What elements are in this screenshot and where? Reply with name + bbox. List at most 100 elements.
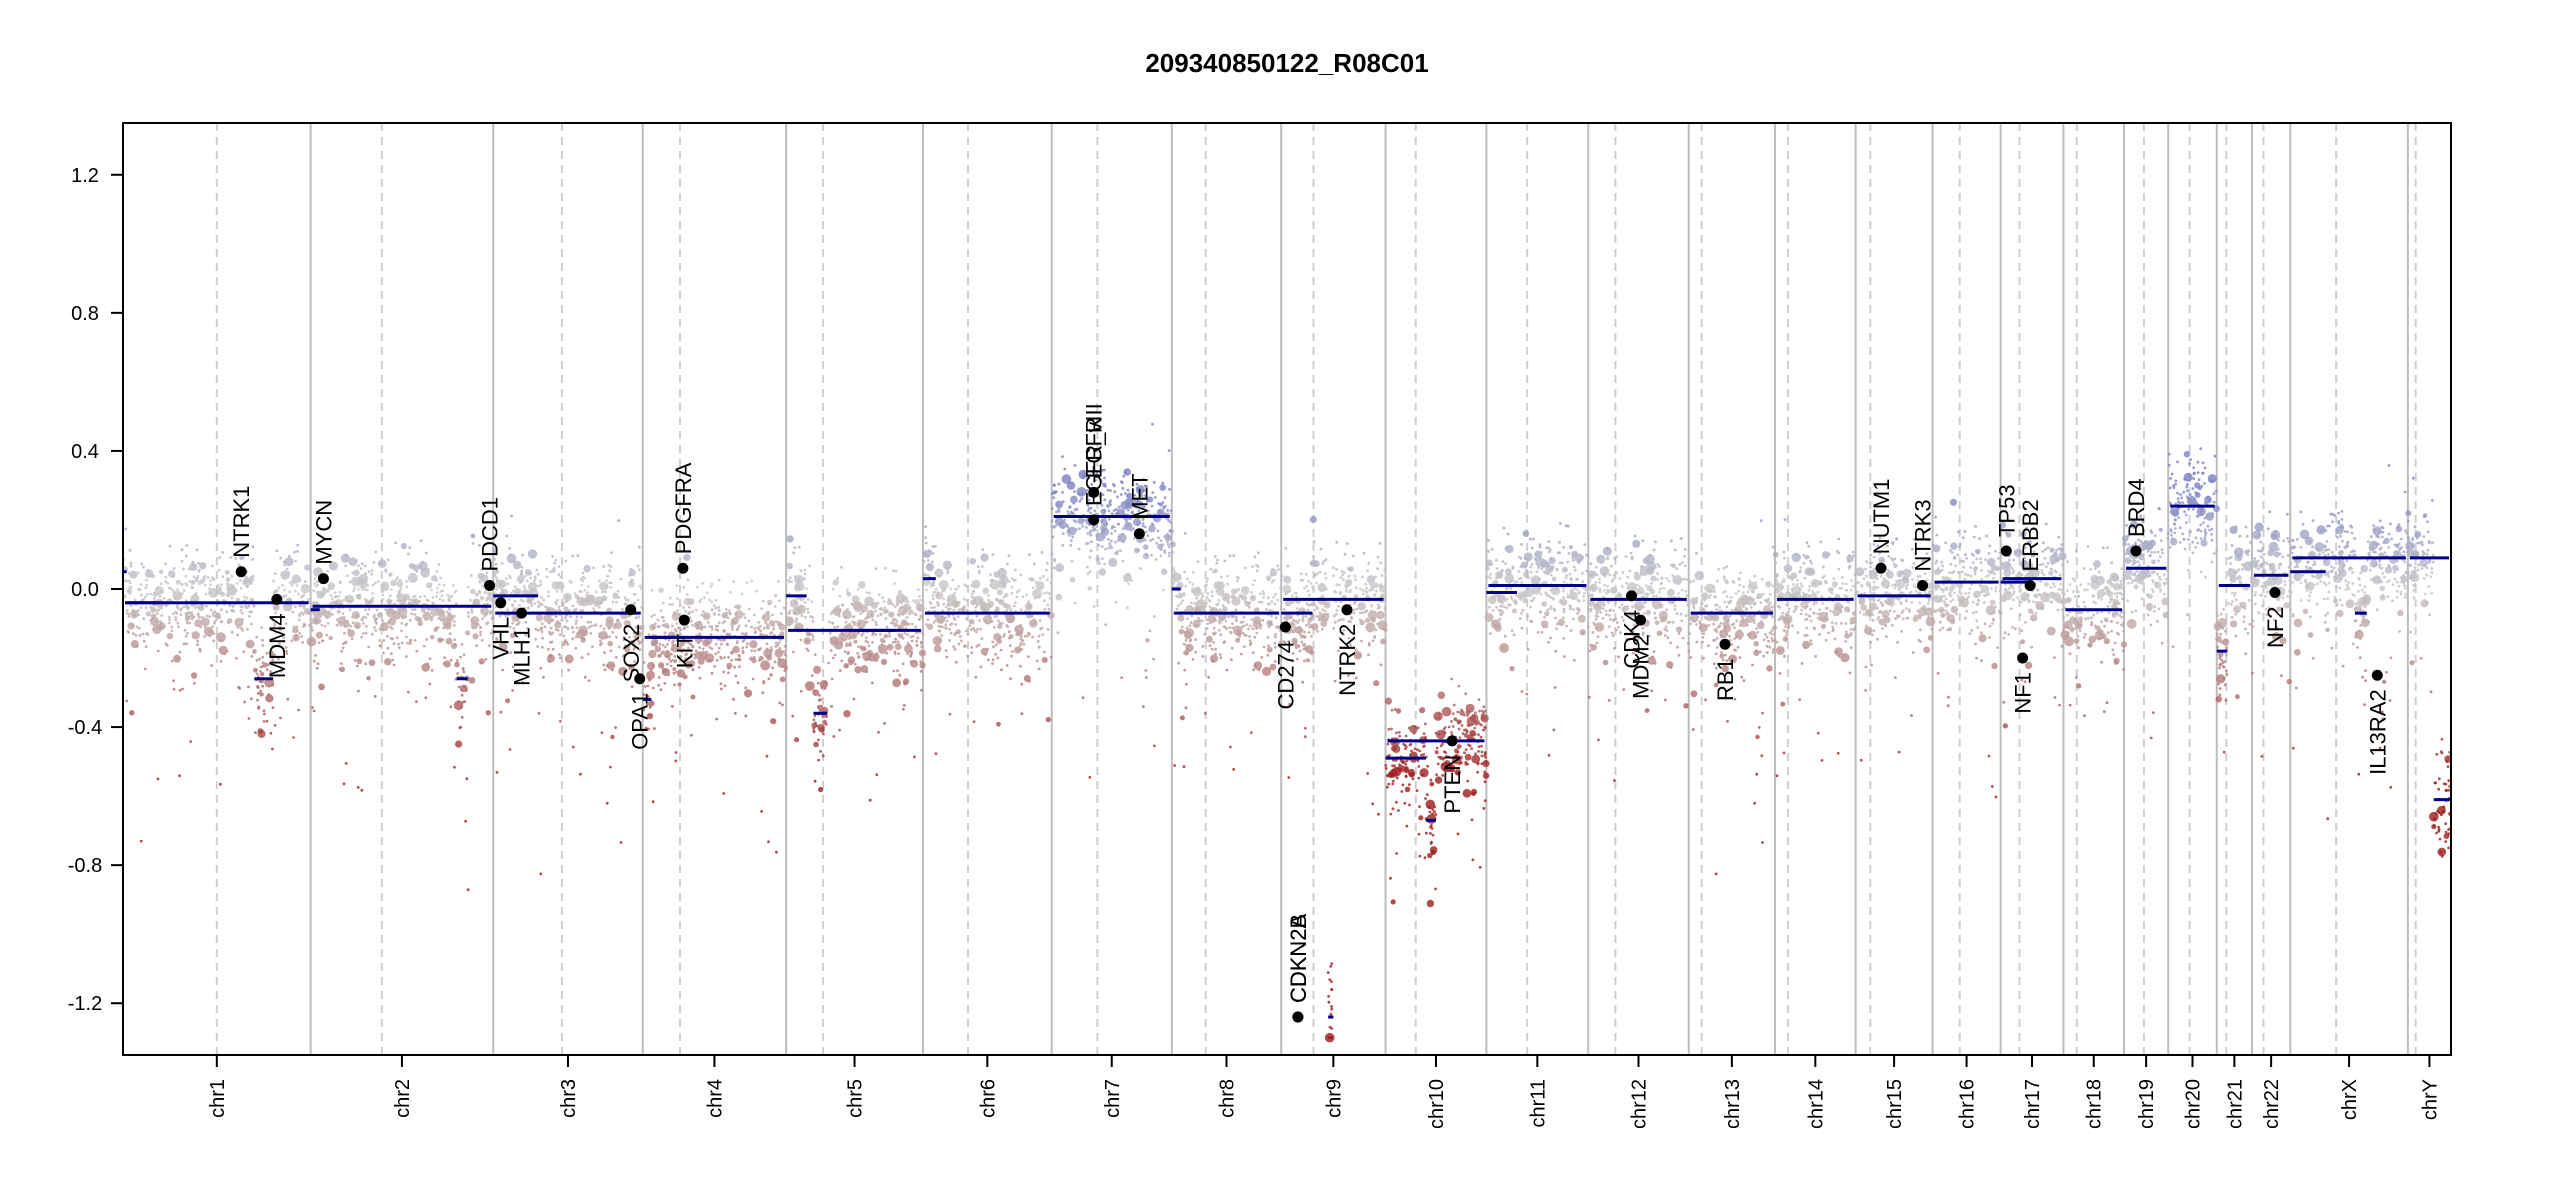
probe-point [1319,588,1323,592]
probe-point [327,582,336,591]
probe-point [722,630,726,633]
probe-point [208,615,212,619]
probe-point [379,644,382,648]
probe-point [1573,568,1577,572]
probe-point [1210,594,1214,598]
probe-point [1427,805,1431,809]
probe-point [1419,768,1429,778]
probe-point [210,664,214,667]
probe-point [710,671,714,675]
probe-point [127,622,135,630]
probe-point [1148,629,1152,633]
probe-point [737,624,741,628]
probe-point [690,619,693,623]
probe-point [1122,512,1126,516]
probe-point [923,549,932,559]
probe-point [1307,580,1310,583]
probe-point [1142,544,1149,550]
probe-point [174,618,178,622]
probe-point [744,686,748,690]
probe-point [1426,764,1429,768]
probe-point [945,655,949,659]
probe-point [1653,611,1657,615]
probe-point [1348,590,1352,594]
probe-point [918,595,921,598]
probe-point [421,663,431,672]
probe-point [1558,551,1561,554]
probe-point [422,611,432,621]
probe-point [571,554,575,558]
probe-point [1502,526,1506,530]
probe-point [1206,618,1210,622]
probe-point [1221,604,1225,607]
probe-point [271,706,275,709]
probe-point [435,570,439,573]
probe-point [627,644,631,648]
probe-point [671,612,681,621]
probe-points [121,422,2453,1043]
probe-point [572,630,575,634]
probe-point [337,595,341,598]
probe-point [583,576,586,580]
probe-point [1309,650,1315,656]
probe-point [1244,634,1248,637]
probe-point [594,623,598,627]
probe-point [1483,799,1487,803]
probe-point [1168,487,1171,491]
probe-point [1305,624,1308,627]
probe-point [155,612,159,616]
probe-point [1568,572,1572,576]
probe-point [1353,574,1357,578]
probe-point [1483,780,1487,784]
probe-point [511,621,515,625]
probe-point [1656,578,1660,581]
probe-point [381,619,384,622]
probe-point [471,626,475,629]
probe-point [1495,567,1499,570]
probe-point [592,607,595,610]
probe-point [957,642,961,646]
probe-point [262,709,266,713]
probe-point [1479,735,1483,739]
probe-point [980,565,984,568]
probe-point [454,677,458,681]
probe-point [485,598,489,602]
probe-point [602,663,606,667]
probe-point [1664,698,1667,702]
probe-point [1589,562,1593,566]
probe-point [674,659,678,662]
probe-point [1086,493,1090,497]
probe-point [892,669,896,673]
probe-point [1243,566,1247,570]
probe-point [1489,563,1493,567]
probe-point [1055,510,1058,514]
probe-point [770,613,774,617]
probe-point [929,602,933,606]
probe-point [1051,612,1055,616]
probe-point [508,625,512,629]
probe-point [1089,506,1093,510]
probe-point [1319,547,1323,551]
probe-point [1103,508,1106,512]
probe-point [600,731,604,735]
probe-point [403,593,411,601]
probe-point [1150,553,1153,557]
probe-point [1040,550,1044,554]
probe-point [1101,557,1104,560]
probe-point [951,578,955,582]
probe-point [932,579,936,583]
probe-point [1582,595,1585,598]
probe-point [1476,762,1480,766]
probe-point [653,727,656,730]
probe-point [449,658,453,662]
probe-point [1191,583,1195,586]
probe-point [581,579,585,583]
probe-point [495,771,499,774]
probe-point [605,635,608,639]
probe-point [910,622,914,626]
probe-point [258,679,262,683]
probe-point [838,594,842,598]
probe-point [1324,602,1328,606]
probe-point [816,704,822,710]
probe-point [1365,594,1369,598]
